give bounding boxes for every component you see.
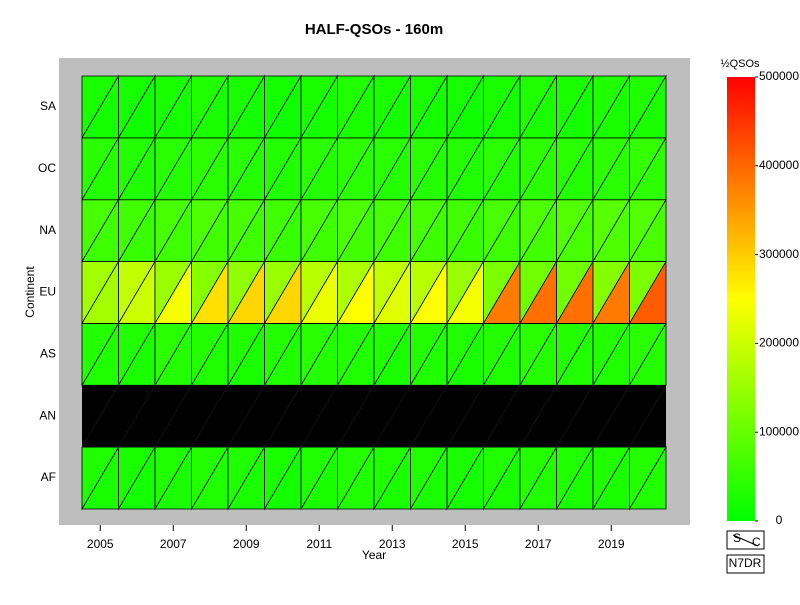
cell-lower — [118, 385, 155, 448]
sc-right: C — [752, 535, 761, 549]
x-tick-label: 2005 — [87, 537, 114, 551]
cell-lower — [628, 136, 667, 201]
colorbar-tick-label: 100000 — [759, 424, 799, 438]
x-tick-label: 2007 — [160, 537, 187, 551]
x-tick-label: 2015 — [452, 537, 479, 551]
cell-lower — [191, 385, 228, 448]
cell-lower — [593, 385, 630, 448]
sc-left: S — [733, 531, 741, 545]
cell-lower — [483, 385, 520, 448]
cell-lower — [374, 385, 411, 448]
cell-lower — [628, 321, 667, 386]
y-tick-label: AS — [40, 347, 56, 361]
y-tick-label: NA — [39, 223, 56, 237]
cell-lower — [301, 385, 338, 448]
colorbar-tick-label: 300000 — [759, 247, 799, 261]
cell-lower — [628, 74, 667, 139]
x-axis-label: Year — [362, 548, 386, 562]
y-tick-label: OC — [38, 161, 56, 175]
y-axis-label: Continent — [23, 266, 37, 318]
cell-upper — [447, 385, 484, 448]
x-tick-label: 2019 — [598, 537, 625, 551]
cell-upper — [410, 385, 447, 448]
y-tick-label: SA — [40, 99, 56, 113]
cell-lower — [155, 385, 192, 448]
y-tick-label: EU — [39, 285, 56, 299]
colorbar — [727, 77, 755, 521]
cell-lower — [337, 385, 374, 448]
cell-upper — [520, 385, 557, 448]
cell-upper — [556, 385, 593, 448]
cell-lower — [556, 385, 593, 448]
cell-upper — [118, 385, 155, 448]
cell-lower — [520, 385, 557, 448]
cell-lower — [264, 385, 301, 448]
y-tick-label: AN — [39, 408, 56, 422]
colorbar-tick-label: 0 — [776, 513, 783, 527]
cell-lower — [82, 385, 119, 448]
cell-lower — [410, 385, 447, 448]
cell-upper — [82, 385, 119, 448]
cell-upper — [593, 385, 630, 448]
y-tick-label: AF — [41, 470, 56, 484]
cell-upper — [337, 385, 374, 448]
sc-slash — [732, 534, 759, 547]
cell-upper — [191, 385, 228, 448]
colorbar-tick-label: 500000 — [759, 69, 799, 83]
credit-box — [726, 554, 765, 574]
cell-lower — [628, 260, 667, 324]
x-tick-label: 2017 — [525, 537, 552, 551]
cell-lower — [628, 198, 667, 262]
cell-upper — [629, 385, 666, 448]
colorbar-tick-label: 200000 — [759, 336, 799, 350]
cell-upper — [301, 385, 338, 448]
colorbar-label: ½QSOs — [720, 58, 760, 70]
cell-lower — [628, 445, 667, 510]
colorbar-tick-label: 400000 — [759, 158, 799, 172]
cell-upper — [264, 385, 301, 448]
cell-lower — [629, 385, 666, 448]
chart-title: HALF-QSOs - 160m — [305, 21, 443, 38]
cell-upper — [374, 385, 411, 448]
cell-lower — [447, 385, 484, 448]
x-tick-label: 2009 — [233, 537, 260, 551]
credit: N7DR — [729, 556, 762, 570]
cell-lower — [228, 385, 265, 448]
cell-upper — [228, 385, 265, 448]
x-tick-label: 2013 — [379, 537, 406, 551]
cell-upper — [483, 385, 520, 448]
cell-upper — [155, 385, 192, 448]
x-tick-label: 2011 — [306, 537, 332, 551]
